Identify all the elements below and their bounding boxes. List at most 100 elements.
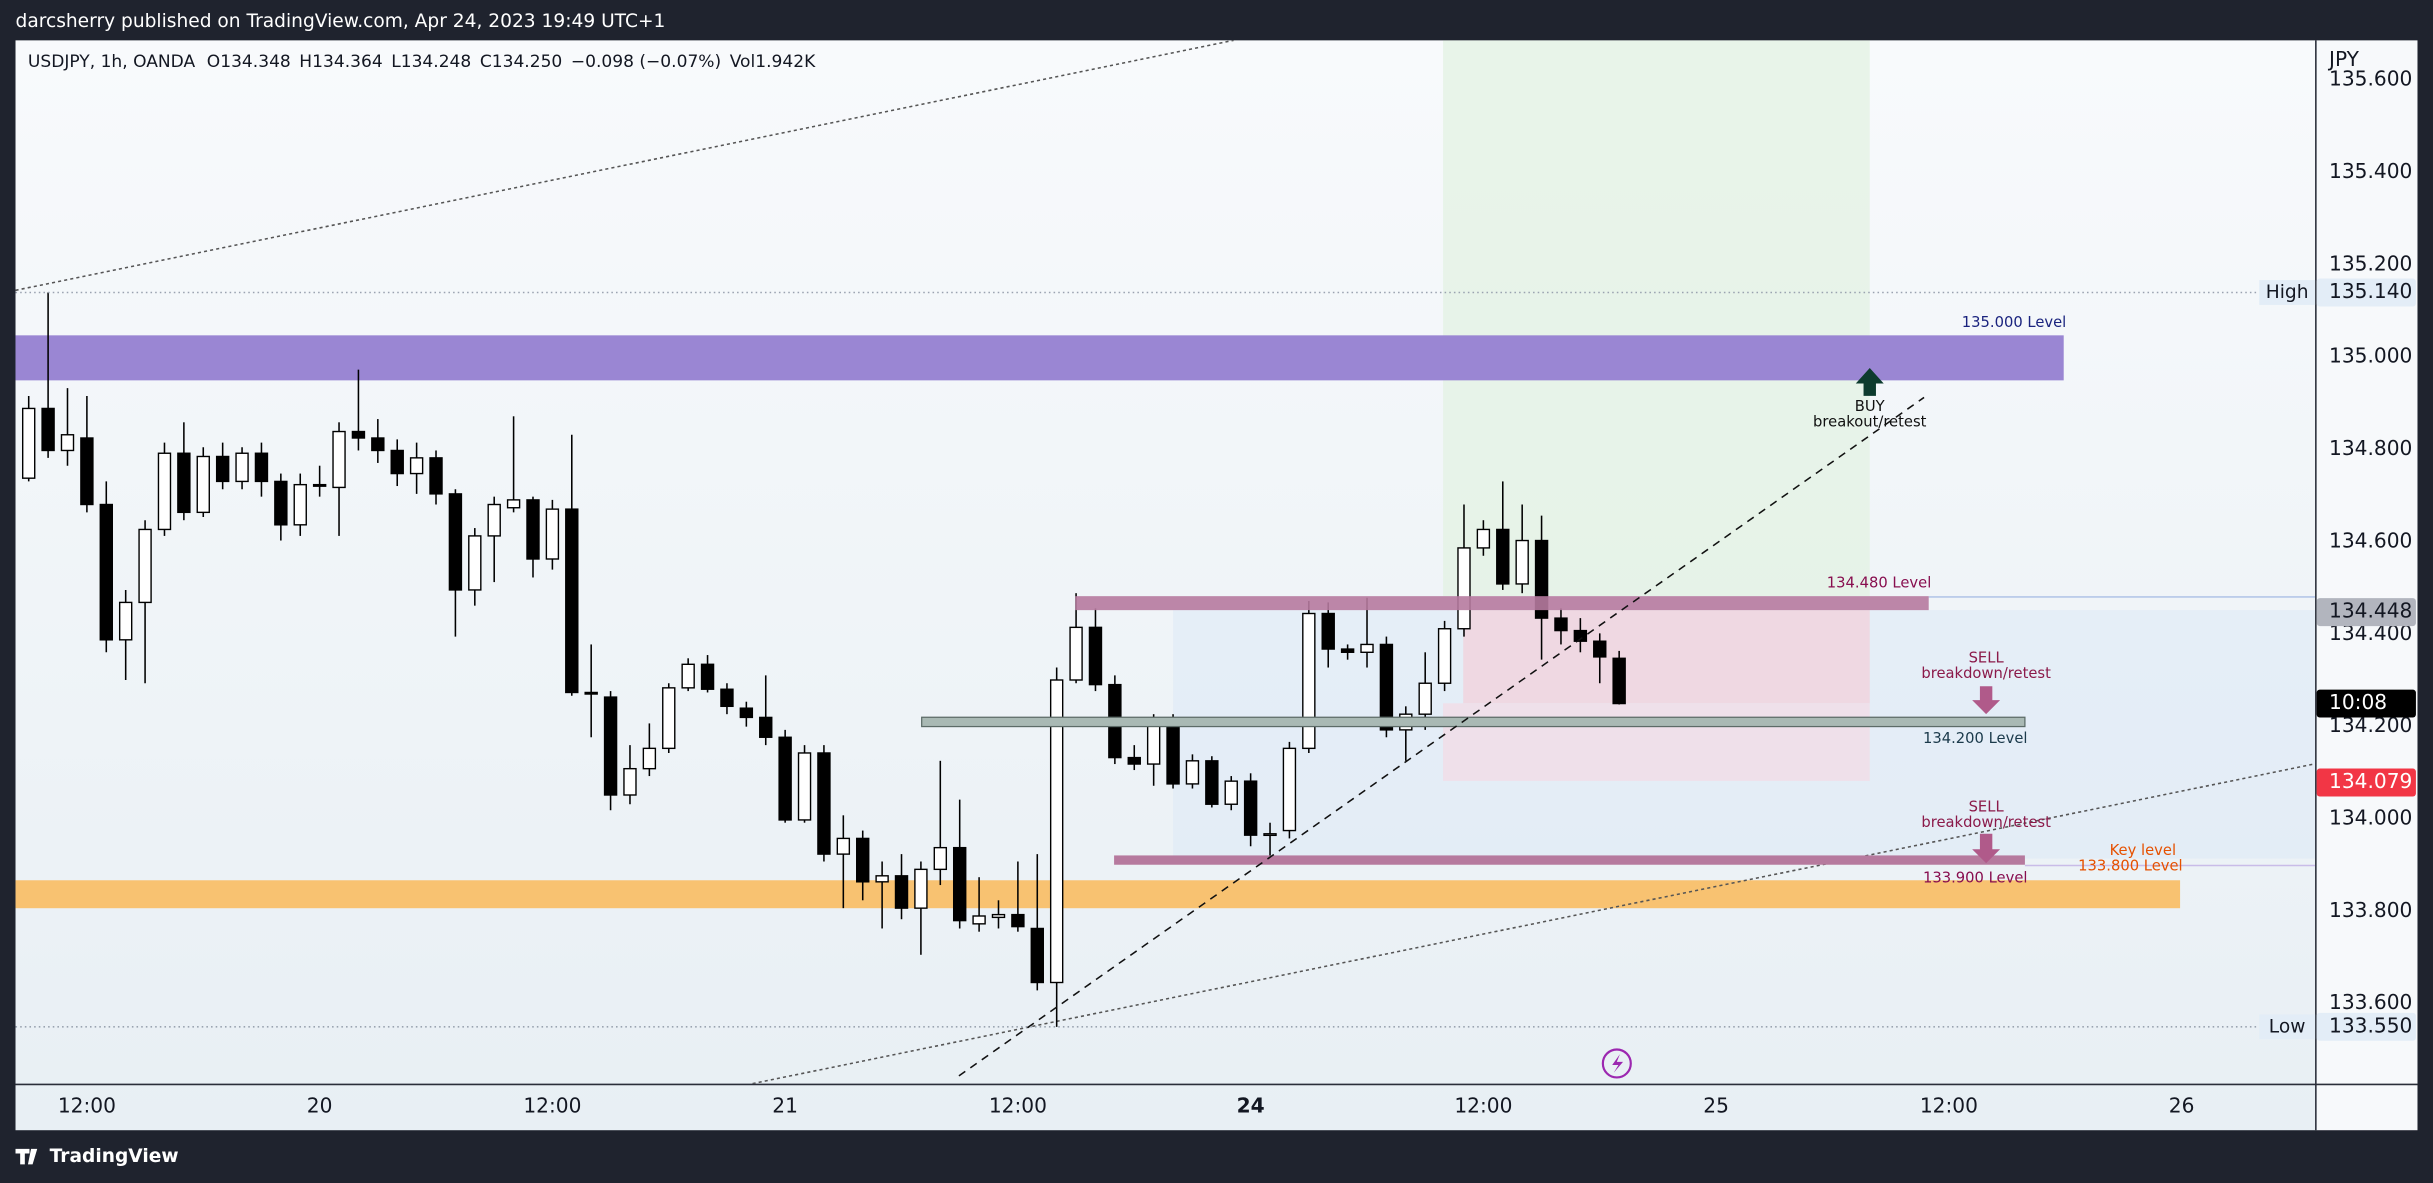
candle-body xyxy=(312,483,327,487)
candle-body xyxy=(1205,760,1219,805)
candle-body xyxy=(409,457,424,475)
candle-body xyxy=(1185,760,1200,785)
candle-body xyxy=(662,687,676,750)
annotation: SELL xyxy=(1969,649,2005,666)
countdown: 10:08 xyxy=(2329,690,2387,714)
annotation: BUY xyxy=(1855,398,1886,415)
logo xyxy=(15,1148,38,1165)
candle-body xyxy=(759,716,773,738)
candle-body xyxy=(972,915,986,925)
candle-body xyxy=(274,480,288,526)
candle-body xyxy=(1263,833,1277,837)
buy-arrow xyxy=(1855,367,1884,396)
legend-volume: Vol1.942K xyxy=(730,52,816,72)
candle-body xyxy=(700,663,715,690)
candle-body xyxy=(215,455,230,483)
candle-body xyxy=(584,691,598,695)
candle-body xyxy=(1554,617,1568,632)
candle-body xyxy=(1496,528,1510,585)
candle-body xyxy=(914,868,928,909)
candle-body xyxy=(254,452,269,483)
candle-body xyxy=(138,528,152,604)
candle-body xyxy=(778,736,792,821)
x-tick-label: 12:00 xyxy=(1454,1093,1512,1117)
candle-body xyxy=(1418,682,1432,715)
x-tick-label: 21 xyxy=(772,1093,798,1117)
price-scale xyxy=(2315,40,2418,1131)
legend-change: −0.098 (−0.07%) xyxy=(571,52,721,72)
annotation: breakdown/retest xyxy=(1921,665,2051,682)
candle-body xyxy=(1612,657,1626,705)
candle-body xyxy=(836,837,851,855)
candle-body xyxy=(952,846,967,922)
candle-body xyxy=(817,752,831,855)
y-tick-label: 135.200 xyxy=(2329,251,2412,275)
currency: JPY xyxy=(2327,47,2360,71)
candle-body xyxy=(351,430,366,439)
annotation: 133.800 Level xyxy=(2078,857,2182,874)
level-bar xyxy=(921,716,2026,728)
y-tick-label: 133.600 xyxy=(2329,990,2412,1014)
event-icon[interactable] xyxy=(1601,1048,1632,1079)
candle-body xyxy=(1340,648,1355,653)
candle-body xyxy=(21,407,36,479)
candle-body xyxy=(99,503,113,641)
y-tick-label: 135.600 xyxy=(2329,67,2412,91)
candle-body xyxy=(371,437,385,452)
candle-body xyxy=(1243,780,1258,836)
y-tick-label: 135.000 xyxy=(2329,344,2412,368)
candle-body xyxy=(468,535,482,591)
plot-area xyxy=(15,40,2316,1131)
candle-body xyxy=(565,508,579,694)
candle-body xyxy=(1379,643,1394,731)
candle-body xyxy=(1049,679,1064,984)
candle-body xyxy=(1069,626,1083,681)
event-icon-bolt xyxy=(1612,1054,1624,1073)
candle-body xyxy=(293,483,307,526)
candle-body xyxy=(41,407,55,452)
y-tick-label: 133.800 xyxy=(2329,898,2412,922)
x-tick-label: 24 xyxy=(1237,1093,1265,1117)
target-zone xyxy=(1443,40,1870,597)
candle-body xyxy=(933,846,948,871)
candle-body xyxy=(856,837,870,883)
y-tick-label: 134.600 xyxy=(2329,528,2412,552)
candle-body xyxy=(797,752,812,821)
candle-body xyxy=(1011,913,1025,928)
legend-close: C134.250 xyxy=(480,52,562,72)
legend-high: H134.364 xyxy=(299,52,382,72)
annotation: SELL xyxy=(1969,798,2005,815)
annotation: 134.200 Level xyxy=(1923,730,2027,747)
candle-body xyxy=(235,452,249,483)
price-label-box xyxy=(2316,598,2416,627)
candle-body xyxy=(332,430,346,489)
candle-body xyxy=(1282,747,1297,832)
annotation: breakdown/retest xyxy=(1921,814,2051,831)
level-bar xyxy=(1114,855,2025,865)
candle-body xyxy=(448,493,463,591)
level-zone xyxy=(15,335,2064,381)
legend: USDJPY, 1h, OANDA O134.348 H134.364 L134… xyxy=(28,52,816,72)
price-label: 134.448 xyxy=(2329,599,2412,623)
legend-symbol: USDJPY, 1h, OANDA xyxy=(28,52,196,72)
candle-body xyxy=(118,601,133,641)
candle-body xyxy=(1127,756,1141,765)
drawings xyxy=(15,40,2316,1084)
candle-body xyxy=(1321,612,1335,650)
sell-arrow xyxy=(1972,833,2001,864)
range-name-box xyxy=(2259,1014,2316,1040)
candle-body xyxy=(80,437,94,506)
candle-body xyxy=(60,434,75,452)
candle-body xyxy=(1573,629,1588,642)
candle-body xyxy=(196,455,210,514)
candle-body xyxy=(1166,718,1180,785)
x-tick-label: 12:00 xyxy=(989,1093,1047,1117)
footer: TradingView xyxy=(50,1146,179,1167)
level-bar xyxy=(1075,596,1929,611)
annotation: 135.000 Level xyxy=(1962,314,2066,331)
candle-body xyxy=(177,452,191,514)
x-tick-label: 12:00 xyxy=(58,1093,116,1117)
candle-body xyxy=(429,457,443,495)
annotation: 134.480 Level xyxy=(1827,575,1931,592)
